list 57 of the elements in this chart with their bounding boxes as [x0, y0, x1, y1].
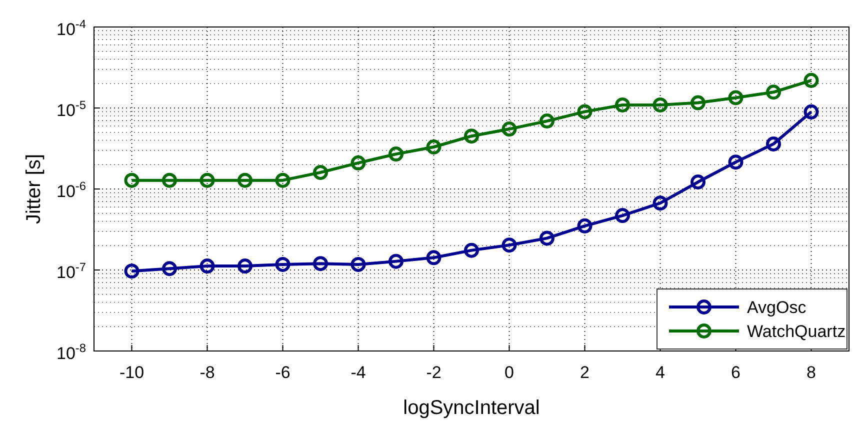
point: [275, 256, 290, 272]
point: [388, 254, 404, 269]
point: [577, 218, 592, 234]
point: [200, 172, 215, 188]
point: [615, 208, 630, 224]
point: [388, 146, 404, 162]
point: [350, 256, 366, 272]
point: [200, 258, 215, 274]
point: [350, 155, 366, 170]
x-tick-label: 4: [656, 363, 665, 382]
point: [162, 261, 177, 276]
point: [690, 95, 706, 110]
x-tick-label: 6: [731, 363, 740, 382]
point: [238, 172, 252, 188]
point: [728, 90, 744, 106]
point: [162, 172, 177, 188]
point: [313, 256, 328, 272]
y-axis-title: Jitter [s]: [23, 154, 45, 224]
legend-label: AvgOsc: [747, 298, 807, 317]
x-tick-label: 8: [806, 363, 816, 382]
y-tick-label: 10$^{-7}$: [56, 260, 86, 282]
point: [652, 196, 668, 211]
point: [766, 136, 781, 152]
point: [804, 72, 819, 88]
point: [540, 114, 554, 129]
point: [426, 140, 442, 154]
y-tick-label: 10$^{-6}$: [56, 179, 86, 201]
x-tick-label: -2: [426, 363, 442, 382]
y-tick-label: 10$^{-4}$: [56, 17, 86, 39]
x-tick-label: -6: [275, 363, 290, 382]
point: [615, 97, 630, 112]
point: [313, 164, 328, 180]
x-tick-label: 0: [504, 363, 514, 382]
point: [577, 104, 592, 120]
point: [728, 154, 744, 170]
point: [540, 230, 554, 246]
y-tick-label: 10$^{-5}$: [56, 98, 86, 120]
y-tick-label: 10$^{-8}$: [56, 341, 86, 363]
x-tick-label: -10: [119, 363, 144, 382]
point: [804, 104, 819, 120]
point: [690, 174, 706, 190]
point: [766, 84, 781, 100]
x-tick-label: -8: [200, 363, 215, 382]
point: [652, 97, 668, 112]
point: [502, 122, 517, 137]
x-tick-label: -4: [350, 363, 366, 382]
point: [124, 172, 140, 188]
legend-label: WatchQuartz: [747, 322, 846, 341]
point: [124, 264, 140, 279]
point: [464, 128, 479, 144]
point: [426, 250, 442, 266]
point: [464, 242, 479, 258]
x-tick-label: 2: [580, 363, 590, 382]
point: [275, 172, 290, 188]
point: [238, 258, 252, 274]
x-axis-title: logSyncInterval: [403, 397, 540, 419]
point: [502, 238, 517, 253]
